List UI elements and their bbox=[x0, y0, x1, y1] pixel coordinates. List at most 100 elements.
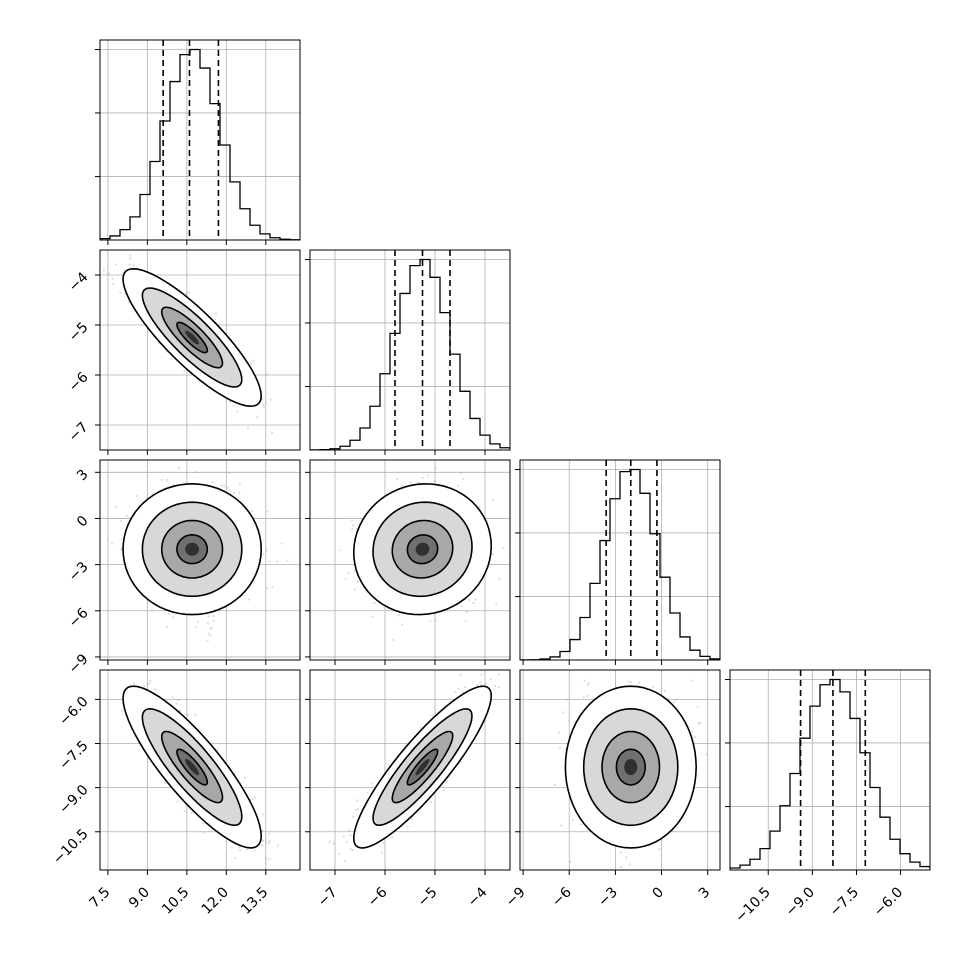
sample-point bbox=[129, 257, 132, 260]
sample-point bbox=[434, 619, 437, 623]
sample-point bbox=[251, 798, 254, 801]
sample-point bbox=[457, 484, 460, 487]
sample-point bbox=[178, 467, 181, 470]
sample-point bbox=[460, 605, 463, 608]
sample-point bbox=[343, 859, 346, 862]
y-tick-label: −3 bbox=[66, 559, 92, 585]
sample-point bbox=[373, 602, 376, 605]
sample-point bbox=[128, 263, 131, 266]
sample-point bbox=[250, 510, 253, 513]
sample-point bbox=[266, 587, 269, 590]
sample-point bbox=[353, 588, 356, 591]
sample-point bbox=[247, 598, 251, 601]
sample-point bbox=[497, 686, 500, 689]
sample-point bbox=[195, 626, 198, 629]
panel-frame bbox=[99, 39, 301, 241]
sample-point bbox=[268, 839, 271, 843]
sample-point bbox=[262, 404, 265, 407]
sample-point bbox=[417, 481, 420, 484]
sample-point bbox=[344, 577, 347, 581]
sample-point bbox=[366, 791, 369, 794]
sample-point bbox=[502, 546, 505, 550]
y-tick-label: −9.0 bbox=[56, 782, 91, 817]
sample-point bbox=[175, 702, 178, 705]
sample-point bbox=[261, 813, 264, 816]
sample-point bbox=[498, 578, 501, 581]
sample-point bbox=[104, 667, 106, 669]
sample-point bbox=[265, 857, 268, 860]
sample-point bbox=[245, 848, 248, 851]
x-tick-label: 7.5 bbox=[86, 884, 113, 911]
sample-point bbox=[170, 357, 173, 360]
y-tick-label: −7.5 bbox=[56, 738, 91, 773]
sample-point bbox=[264, 401, 267, 404]
sample-point bbox=[442, 788, 445, 791]
sample-point bbox=[459, 471, 463, 474]
panel-1-1 bbox=[305, 249, 511, 455]
panel-3-1: −7 −6 −5 −4 bbox=[305, 669, 511, 910]
panel-frame bbox=[99, 249, 301, 451]
sample-point bbox=[211, 626, 214, 629]
sample-point bbox=[160, 478, 163, 481]
sample-point bbox=[271, 586, 274, 589]
sample-point bbox=[489, 678, 492, 681]
sample-point bbox=[270, 431, 274, 434]
sample-point bbox=[256, 416, 259, 419]
sample-point bbox=[223, 484, 226, 488]
sample-point bbox=[357, 580, 360, 583]
sample-point bbox=[143, 685, 146, 688]
sample-point bbox=[129, 254, 132, 257]
panel-frame bbox=[309, 249, 511, 451]
y-tick-label: −9 bbox=[66, 651, 92, 677]
histogram-1 bbox=[310, 258, 510, 450]
sample-point bbox=[400, 484, 403, 487]
sample-point bbox=[115, 263, 118, 266]
sample-point bbox=[123, 269, 126, 272]
sample-point bbox=[209, 634, 212, 637]
x-tick-label: 9.0 bbox=[126, 884, 153, 911]
sample-point bbox=[332, 842, 335, 845]
sample-point bbox=[168, 612, 171, 616]
sample-point bbox=[207, 615, 210, 618]
sample-point bbox=[164, 782, 167, 785]
sample-point bbox=[491, 553, 494, 556]
sample-point bbox=[234, 857, 237, 860]
sample-point bbox=[196, 620, 199, 623]
sample-point bbox=[268, 832, 271, 836]
sample-point bbox=[149, 680, 152, 683]
histogram-0 bbox=[100, 48, 300, 240]
sample-point bbox=[351, 528, 354, 531]
sample-point bbox=[171, 696, 174, 699]
sample-point bbox=[206, 622, 209, 625]
sample-point bbox=[265, 549, 268, 552]
sample-point bbox=[421, 476, 424, 479]
sample-point bbox=[346, 840, 349, 844]
sample-point bbox=[371, 615, 374, 619]
sample-point bbox=[101, 637, 103, 639]
sample-point bbox=[427, 474, 430, 477]
sample-point bbox=[119, 291, 122, 294]
sample-point bbox=[179, 709, 182, 713]
sample-point bbox=[111, 283, 114, 286]
sample-point bbox=[120, 547, 123, 550]
sample-point bbox=[220, 484, 223, 487]
sample-point bbox=[472, 602, 475, 605]
sample-point bbox=[474, 598, 477, 601]
sample-point bbox=[392, 638, 395, 642]
sample-point bbox=[110, 542, 113, 545]
sample-point bbox=[121, 710, 124, 713]
sample-point bbox=[126, 514, 129, 517]
sample-point bbox=[214, 318, 217, 321]
sample-point bbox=[261, 840, 264, 843]
sample-point bbox=[226, 486, 229, 489]
sample-point bbox=[176, 800, 179, 803]
sample-point bbox=[351, 849, 354, 852]
sample-point bbox=[212, 619, 215, 622]
sample-point bbox=[238, 482, 241, 485]
sample-point bbox=[262, 839, 265, 842]
sample-point bbox=[261, 397, 264, 400]
panel-frame bbox=[99, 669, 301, 871]
sample-point bbox=[265, 840, 268, 843]
sample-point bbox=[280, 542, 283, 545]
